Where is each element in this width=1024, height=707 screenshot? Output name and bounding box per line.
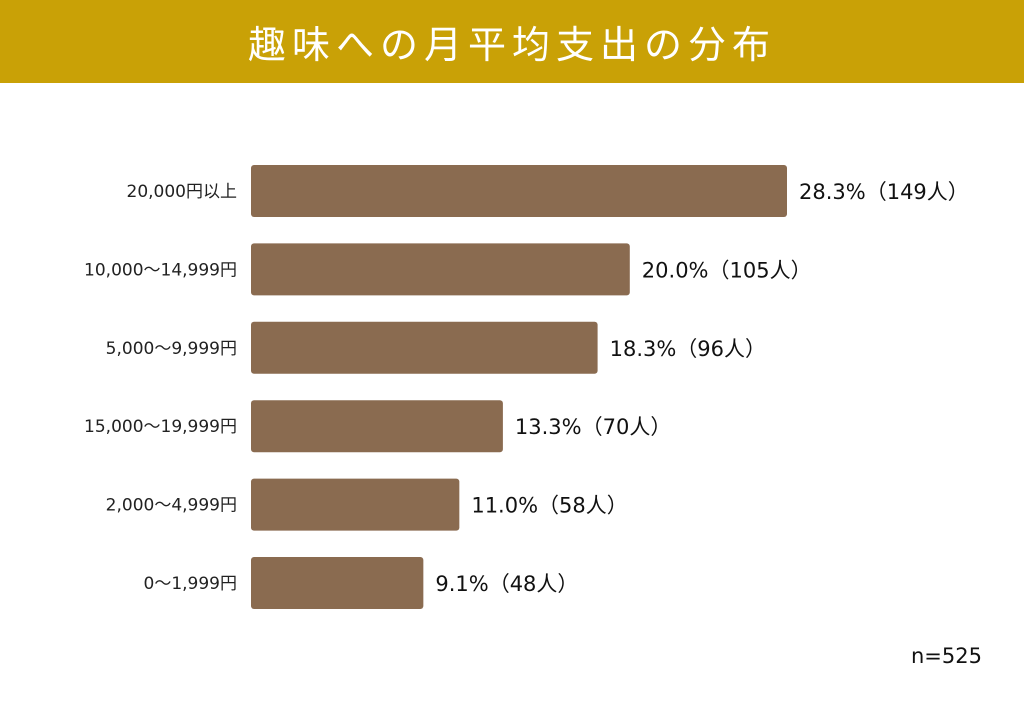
bar-value-label: 20.0%（105人） [642, 258, 812, 282]
bar [251, 557, 424, 609]
category-label: 20,000円以上 [127, 182, 237, 202]
bar-value-label: 9.1%（48人） [435, 572, 578, 596]
bar-value-label: 28.3%（149人） [799, 180, 969, 204]
category-label: 0〜1,999円 [144, 574, 237, 594]
title-banner: 趣味への月平均支出の分布 [0, 0, 1024, 83]
category-label: 5,000〜9,999円 [106, 339, 237, 359]
bar-value-label: 11.0%（58人） [471, 494, 627, 518]
bar [251, 165, 787, 217]
category-label: 15,000〜19,999円 [84, 417, 237, 437]
bar-value-label: 13.3%（70人） [515, 415, 671, 439]
bar [251, 321, 598, 374]
sample-size-note: n=525 [911, 644, 982, 668]
bar [251, 400, 503, 453]
bar [251, 478, 460, 531]
category-label: 10,000〜14,999円 [84, 260, 237, 280]
chart-title: 趣味への月平均支出の分布 [247, 23, 776, 67]
bar [251, 243, 630, 296]
category-label: 2,000〜4,999円 [106, 496, 237, 516]
bar-value-label: 18.3%（96人） [610, 337, 766, 361]
